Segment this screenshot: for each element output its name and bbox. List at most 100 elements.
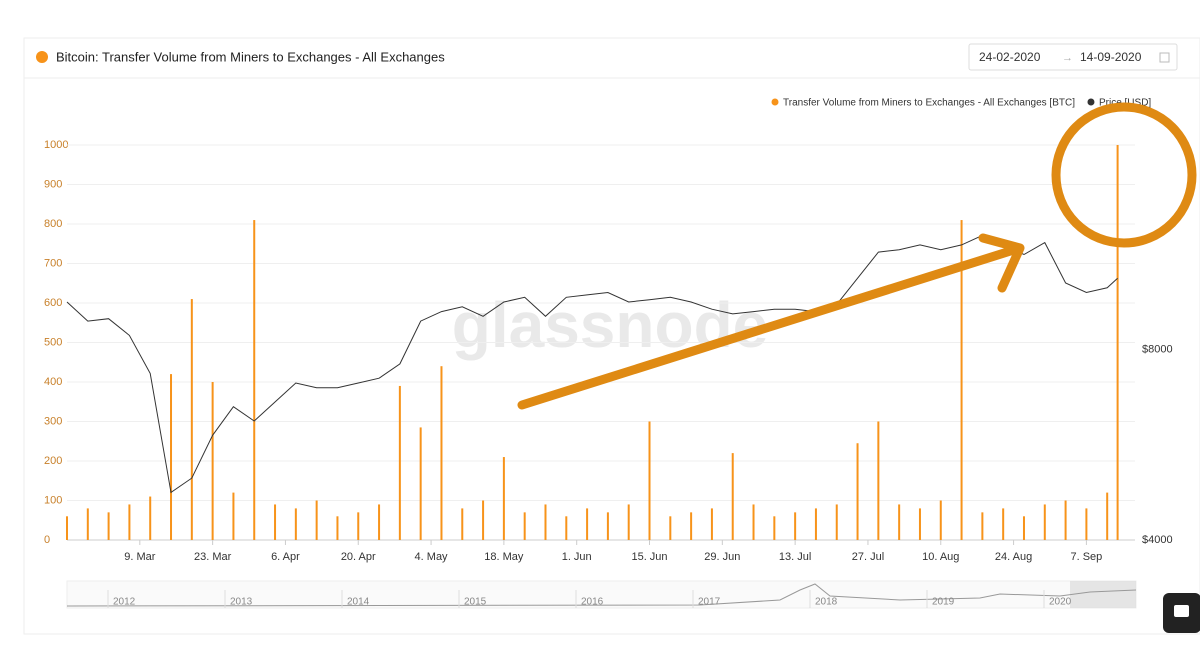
bar — [253, 220, 256, 541]
x-tick-label: 7. Sep — [1070, 551, 1102, 563]
navigator-label: 2014 — [347, 597, 370, 608]
bar — [294, 508, 297, 540]
y-tick-label: 0 — [44, 534, 50, 546]
navigator-window[interactable] — [1070, 581, 1136, 608]
x-tick-label: 4. May — [415, 551, 449, 563]
bar — [502, 457, 505, 540]
y-tick-label: 200 — [44, 455, 62, 467]
bar — [544, 504, 547, 540]
bar — [211, 382, 214, 540]
y-tick-label: 300 — [44, 415, 62, 427]
watermark: glassnode — [452, 289, 769, 361]
x-tick-label: 23. Mar — [194, 551, 232, 563]
bar — [398, 385, 401, 540]
date-arrow: → — [1062, 52, 1073, 64]
x-tick-label: 20. Apr — [341, 551, 376, 563]
x-tick-label: 6. Apr — [271, 551, 300, 563]
y-tick-label: 600 — [44, 297, 62, 309]
chat-icon — [1174, 605, 1189, 617]
bar — [939, 500, 942, 540]
y-tick-label: 800 — [44, 218, 62, 230]
bar — [357, 512, 360, 540]
bar — [378, 504, 381, 540]
y2-tick-label: $4000 — [1142, 534, 1173, 546]
legend-swatch — [771, 98, 779, 106]
y-tick-label: 1000 — [44, 139, 68, 151]
legend-swatch — [1087, 98, 1095, 106]
bar — [1043, 504, 1046, 540]
bar — [918, 508, 921, 540]
bar — [336, 516, 339, 540]
chart-title: Bitcoin: Transfer Volume from Miners to … — [56, 49, 445, 64]
bar — [898, 504, 901, 540]
bar — [461, 508, 464, 540]
bar — [1106, 492, 1109, 540]
y2-tick-label: $8000 — [1142, 344, 1173, 356]
navigator-label: 2019 — [932, 597, 955, 608]
navigator-label: 2017 — [698, 597, 721, 608]
x-tick-label: 1. Jun — [562, 551, 592, 563]
bar — [170, 374, 173, 540]
y-tick-label: 100 — [44, 494, 62, 506]
price-line — [66, 234, 1118, 494]
bar — [1002, 508, 1005, 540]
bar — [440, 366, 443, 540]
bar — [877, 421, 880, 540]
y-tick-label: 400 — [44, 376, 62, 388]
bar — [523, 512, 526, 540]
bar — [669, 516, 672, 540]
bar — [86, 508, 89, 540]
navigator[interactable] — [66, 580, 1137, 609]
annotation-circle — [1051, 102, 1197, 248]
bar — [190, 299, 193, 540]
bar — [419, 427, 422, 540]
date-end[interactable]: 14-09-2020 — [1080, 50, 1142, 64]
navigator-label: 2012 — [113, 597, 136, 608]
bar — [627, 504, 630, 540]
navigator-label: 2015 — [464, 597, 487, 608]
bar — [981, 512, 984, 540]
bar — [232, 492, 235, 540]
bar — [66, 516, 68, 540]
navigator-label: 2020 — [1049, 597, 1072, 608]
legend-label: Transfer Volume from Miners to Exchanges… — [783, 98, 1075, 109]
navigator-label: 2018 — [815, 597, 838, 608]
x-tick-label: 15. Jun — [631, 551, 667, 563]
bar — [794, 512, 797, 540]
bar — [710, 508, 713, 540]
x-tick-label: 9. Mar — [124, 551, 156, 563]
bar — [1085, 508, 1088, 540]
bar — [128, 504, 131, 540]
bar — [835, 504, 838, 540]
bar — [814, 508, 817, 540]
bar — [1022, 516, 1025, 540]
bar — [960, 220, 963, 541]
bitcoin-icon — [36, 51, 48, 63]
bar — [648, 421, 651, 540]
bar — [731, 453, 734, 540]
bar — [690, 512, 693, 540]
x-tick-label: 10. Aug — [922, 551, 959, 563]
bar — [149, 496, 152, 540]
bar — [1116, 145, 1119, 540]
x-tick-label: 18. May — [484, 551, 524, 563]
y-tick-label: 900 — [44, 178, 62, 190]
bar — [107, 512, 110, 540]
y-tick-label: 500 — [44, 336, 62, 348]
bar — [752, 504, 755, 540]
bar — [315, 500, 318, 540]
annotation-arrow — [517, 233, 1025, 410]
calendar-icon — [1159, 52, 1170, 63]
bar — [565, 516, 568, 540]
navigator-label: 2013 — [230, 597, 253, 608]
x-tick-label: 24. Aug — [995, 551, 1032, 563]
bar — [606, 512, 609, 540]
y-tick-label: 700 — [44, 257, 62, 269]
date-start[interactable]: 24-02-2020 — [979, 50, 1041, 64]
bar — [773, 516, 776, 540]
date-picker[interactable] — [968, 43, 1178, 71]
x-tick-label: 13. Jul — [779, 551, 811, 563]
x-tick-label: 27. Jul — [852, 551, 884, 563]
navigator-label: 2016 — [581, 597, 604, 608]
